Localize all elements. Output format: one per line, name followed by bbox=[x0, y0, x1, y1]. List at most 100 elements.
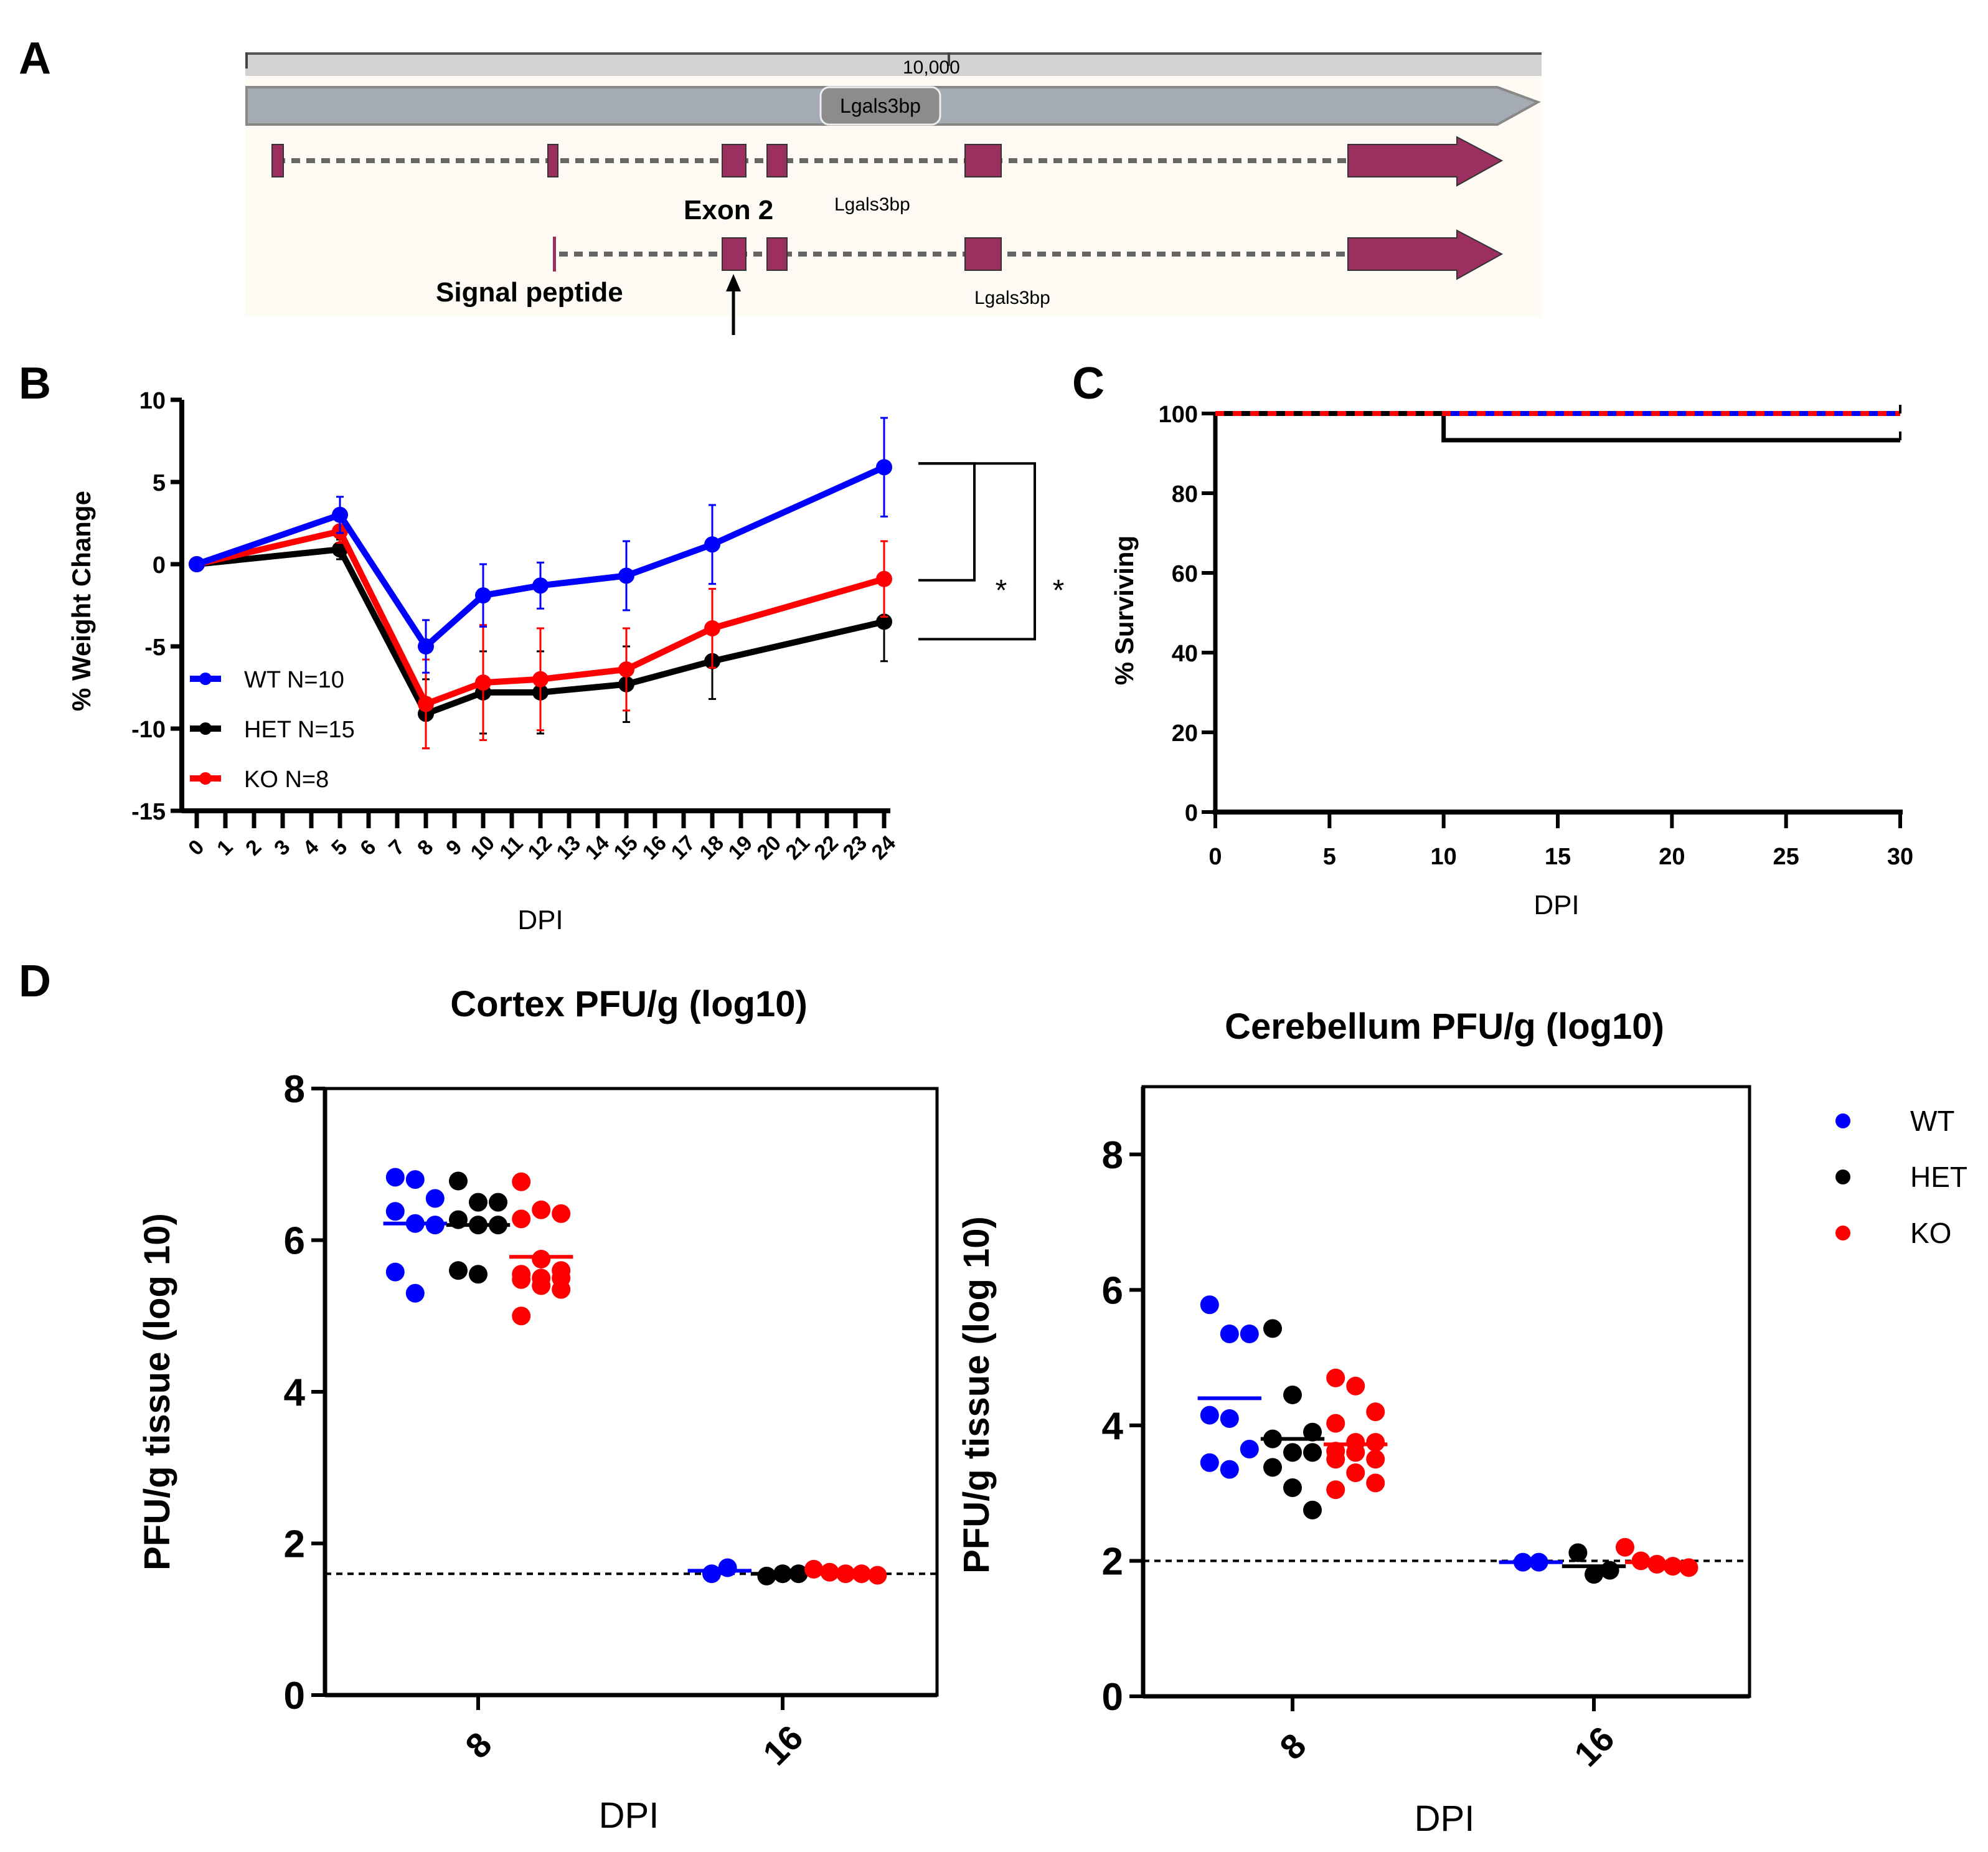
y-tick-label: 6 bbox=[284, 1220, 305, 1263]
exon-3 bbox=[722, 237, 747, 271]
point-wt-day8 bbox=[385, 1168, 405, 1187]
y-tick-label: 0 bbox=[1102, 1676, 1123, 1719]
x-tick-label: 0 bbox=[1208, 844, 1222, 870]
x-tick-label: 10 bbox=[1431, 844, 1457, 870]
y-tick-label: 8 bbox=[284, 1068, 305, 1111]
chart-title: Cerebellum PFU/g (log10) bbox=[1225, 1006, 1664, 1047]
y-tick-label: 20 bbox=[1172, 720, 1198, 747]
point-wt-day16 bbox=[718, 1558, 737, 1577]
point-ko-day8 bbox=[1346, 1376, 1365, 1396]
point-het-day8 bbox=[1303, 1500, 1322, 1519]
x-tick-label: 9 bbox=[441, 835, 466, 860]
x-tick-label: 5 bbox=[327, 835, 352, 860]
y-tick-label: 5 bbox=[153, 470, 166, 496]
data-point bbox=[618, 661, 634, 678]
x-tick-label: 16 bbox=[755, 1717, 811, 1773]
y-tick-label: 6 bbox=[1102, 1269, 1123, 1312]
y-axis-label: % Surviving bbox=[1109, 536, 1139, 685]
y-tick-label: 2 bbox=[1102, 1540, 1123, 1583]
y-tick-label: 10 bbox=[139, 388, 166, 414]
exon-last-arrow bbox=[1347, 229, 1504, 280]
axes: 0 2 4 6 8 8 16 bbox=[1102, 1085, 1751, 1774]
exon-2-annotation: Exon 2 bbox=[684, 195, 773, 225]
y-tick-label: 2 bbox=[284, 1523, 305, 1566]
x-tick-label: 16 bbox=[1566, 1719, 1622, 1774]
x-tick-label: 8 bbox=[458, 1724, 499, 1766]
point-wt-day8 bbox=[385, 1202, 405, 1221]
point-wt-day8 bbox=[405, 1170, 425, 1189]
transcript-2-label: Lgals3bp bbox=[974, 288, 1050, 308]
x-axis-label: DPI bbox=[599, 1795, 659, 1836]
point-het-day8 bbox=[469, 1265, 488, 1284]
legend-marker bbox=[199, 772, 212, 785]
series-line bbox=[196, 528, 885, 707]
y-tick-label: 0 bbox=[284, 1675, 305, 1717]
point-het-day8 bbox=[1303, 1422, 1322, 1442]
axes: 0 2 4 6 8 8 16 bbox=[284, 1068, 939, 1773]
point-ko-day8 bbox=[1326, 1480, 1345, 1500]
point-het-day8 bbox=[1303, 1443, 1322, 1462]
point-ko-day16 bbox=[1647, 1554, 1667, 1574]
point-ko-day8 bbox=[512, 1209, 531, 1229]
x-axis-label: DPI bbox=[517, 905, 563, 935]
point-wt-day16 bbox=[702, 1564, 721, 1584]
point-het-day8 bbox=[1263, 1319, 1282, 1338]
point-ko-day8 bbox=[1326, 1414, 1345, 1433]
x-axis-label: DPI bbox=[1533, 890, 1579, 920]
transcript-1-label: Lgals3bp bbox=[834, 194, 910, 215]
series-layer bbox=[1215, 405, 1901, 443]
legend-label: KO N=8 bbox=[244, 767, 329, 793]
point-wt-day8 bbox=[425, 1189, 445, 1208]
y-tick-label: 4 bbox=[1102, 1405, 1124, 1448]
point-ko-day8 bbox=[512, 1306, 531, 1326]
ruler-bar bbox=[245, 52, 1542, 76]
point-het-day16 bbox=[1568, 1543, 1588, 1562]
exon-4 bbox=[766, 237, 788, 271]
series-wt bbox=[189, 417, 892, 674]
significance-star: * bbox=[996, 574, 1007, 607]
ruler-label: 10,000 bbox=[903, 57, 960, 78]
transcript-1: Lgals3bp bbox=[271, 136, 1504, 215]
point-ko-day16 bbox=[1663, 1557, 1682, 1576]
gene-map-panel: 10,000 Lgals3bp Lgals3bp Exon 2 Lgals3bp bbox=[245, 52, 1542, 335]
x-tick-label: 15 bbox=[1545, 844, 1571, 870]
point-ko-day8 bbox=[1326, 1368, 1345, 1387]
gene-bar-label: Lgals3bp bbox=[840, 95, 921, 117]
y-tick-label: 4 bbox=[284, 1371, 306, 1414]
bracket-wt-ko bbox=[918, 462, 976, 582]
data-point bbox=[618, 567, 634, 584]
x-tick-label: 30 bbox=[1887, 844, 1913, 870]
legend-marker bbox=[1835, 1169, 1850, 1184]
x-tick-label: 1 bbox=[212, 835, 237, 860]
point-ko-day8 bbox=[532, 1200, 551, 1219]
panel-letter-c: C bbox=[1072, 359, 1105, 409]
data-point bbox=[418, 696, 434, 712]
point-wt-day8 bbox=[1220, 1460, 1239, 1479]
x-tick-label: 2 bbox=[241, 835, 266, 860]
point-wt-day8 bbox=[1240, 1439, 1259, 1458]
point-het-day8 bbox=[1263, 1458, 1282, 1477]
point-het-day8 bbox=[1283, 1478, 1302, 1497]
x-tick-label: 8 bbox=[1272, 1726, 1314, 1767]
point-ko-day16 bbox=[1616, 1538, 1634, 1557]
x-tick-label: 25 bbox=[1773, 844, 1799, 870]
point-ko-day8 bbox=[1326, 1450, 1345, 1469]
y-axis-label: PFU/g tissue (log 10) bbox=[137, 1213, 177, 1571]
point-het-day8 bbox=[1283, 1385, 1302, 1404]
point-wt-day8 bbox=[385, 1262, 405, 1282]
point-wt-day8 bbox=[1200, 1406, 1219, 1425]
x-tick-label: 24 bbox=[867, 831, 900, 864]
data-point bbox=[332, 506, 348, 523]
point-wt-day8 bbox=[405, 1283, 425, 1303]
series-layer bbox=[189, 417, 892, 750]
point-het-day8 bbox=[449, 1171, 468, 1191]
point-ko-day8 bbox=[552, 1204, 571, 1223]
point-wt-day8 bbox=[1240, 1325, 1259, 1344]
arrow-up-icon bbox=[726, 274, 741, 335]
point-ko-day8 bbox=[512, 1172, 531, 1191]
y-tick-label: 8 bbox=[1102, 1134, 1123, 1177]
x-tick-label: 4 bbox=[298, 835, 323, 860]
data-point bbox=[876, 570, 892, 587]
point-het-day8 bbox=[449, 1261, 468, 1280]
